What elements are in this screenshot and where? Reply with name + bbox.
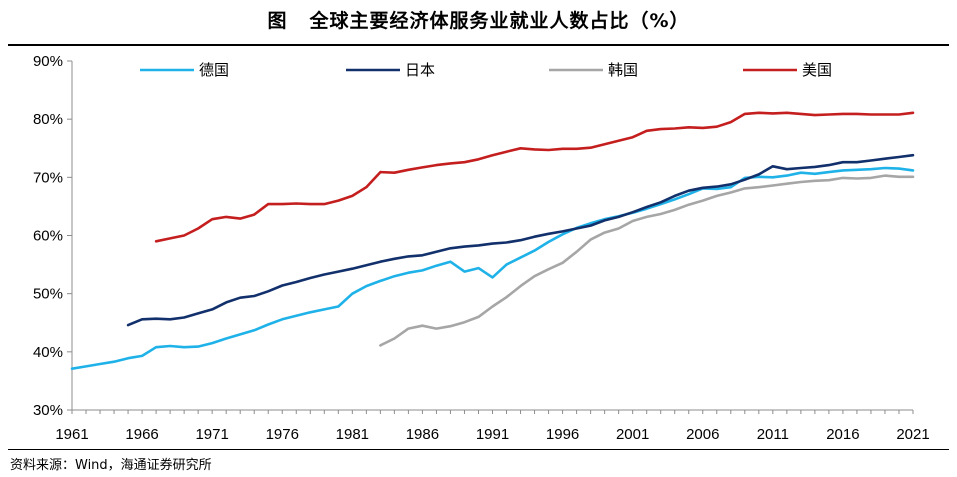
- y-tick-label: 50%: [33, 286, 63, 303]
- legend: 德国 日本 韩国 美国: [140, 61, 832, 79]
- legend-label: 德国: [199, 61, 229, 79]
- x-tick-label: 2021: [896, 426, 929, 443]
- x-tick-label: 1996: [546, 426, 579, 443]
- x-tick-label: 2006: [686, 426, 719, 443]
- legend-label: 美国: [802, 61, 832, 79]
- top-rule: [8, 44, 949, 46]
- x-tick-label: 2001: [616, 426, 649, 443]
- source-note: 资料来源：Wind，海通证券研究所: [10, 458, 212, 473]
- x-tick-label: 1981: [336, 426, 369, 443]
- figure-title: 全球主要经济体服务业就业人数占比（%）: [309, 10, 690, 32]
- x-tick-label: 2011: [757, 426, 789, 443]
- x-tick-label: 2016: [826, 426, 859, 443]
- axes: [67, 60, 914, 414]
- series-lines: [70, 111, 915, 370]
- x-tick-label: 1976: [266, 426, 299, 443]
- series-line-德国: [70, 166, 915, 370]
- y-tick-label: 70%: [33, 169, 63, 186]
- chart-title: 图全球主要经济体服务业就业人数占比（%）: [0, 6, 957, 33]
- x-tick-label: 1971: [195, 426, 228, 443]
- x-tick-label: 1991: [476, 426, 509, 443]
- line-chart: 30%40%50%60%70%80%90% 1961 1966 1971 1976 19…: [33, 53, 930, 443]
- y-tick-label: 80%: [33, 111, 63, 128]
- x-tick-label: 1986: [406, 426, 439, 443]
- bottom-rule: [8, 449, 949, 450]
- legend-label: 日本: [405, 61, 435, 79]
- series-line-美国: [154, 111, 915, 243]
- series-line-韩国: [379, 174, 915, 347]
- y-tick-label: 30%: [33, 402, 63, 419]
- y-tick-label: 40%: [33, 344, 63, 361]
- series-line-日本: [126, 153, 915, 327]
- x-tick-label: 1961: [55, 426, 88, 443]
- y-tick-labels: 30% 40% 50% 60% 70% 80% 90%: [33, 53, 63, 419]
- legend-label: 韩国: [608, 61, 638, 79]
- x-tick-labels: 1961 1966 1971 1976 1981 1986 1991 1996 2001 2006…: [55, 426, 929, 443]
- y-tick-label: 90%: [33, 53, 63, 70]
- x-tick-label: 1966: [125, 426, 158, 443]
- y-tick-label: 60%: [33, 228, 63, 245]
- figure-label: 图: [267, 10, 288, 32]
